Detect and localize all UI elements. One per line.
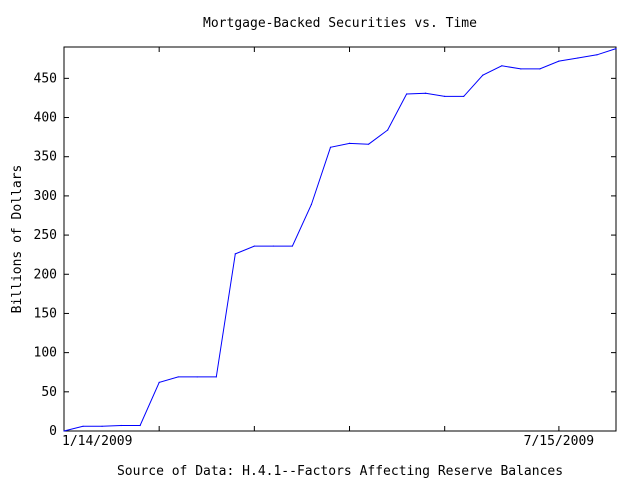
data-point [463, 95, 465, 97]
y-tick-label: 0 [49, 424, 57, 439]
data-point [82, 425, 84, 427]
data-point [120, 424, 122, 427]
data-point [520, 68, 522, 70]
y-axis-label: Billions of Dollars [10, 165, 25, 314]
y-axis: 0 50 100 150 200 250 300 350 400 450 [34, 71, 616, 439]
data-point [139, 424, 141, 427]
data-point [406, 93, 408, 95]
data-point [425, 92, 427, 94]
plot-frame [63, 46, 617, 432]
data-point [196, 376, 198, 378]
data-point [253, 245, 255, 247]
data-point [501, 65, 503, 67]
x-axis: 1/14/2009 7/15/2009 [62, 47, 594, 449]
y-tick-label: 250 [34, 228, 57, 243]
data-point [577, 57, 579, 59]
data-point [234, 253, 236, 255]
data-point [329, 146, 332, 148]
data-point [291, 245, 294, 247]
data-point [596, 54, 598, 56]
data-point [444, 95, 446, 97]
x-tick-label: 1/14/2009 [62, 434, 132, 449]
y-tick-label: 450 [34, 71, 57, 86]
data-point [558, 60, 560, 62]
x-axis-label: Source of Data: H.4.1--Factors Affecting… [117, 464, 563, 479]
y-tick-label: 150 [34, 306, 57, 321]
y-tick-label: 50 [41, 385, 57, 400]
data-point [177, 376, 179, 378]
data-point [615, 47, 617, 50]
data-point [482, 74, 484, 76]
data-point [215, 376, 217, 378]
data-point [63, 430, 65, 432]
series-layer [63, 47, 617, 432]
x-tick-label: 7/15/2009 [524, 434, 594, 449]
data-point [386, 129, 389, 131]
y-tick-label: 300 [34, 189, 57, 204]
y-tick-label: 200 [34, 267, 57, 282]
data-point [158, 381, 160, 384]
series-line [63, 48, 617, 432]
data-point [348, 142, 351, 144]
data-point [310, 203, 313, 206]
data-point [101, 425, 103, 427]
chart-title: Mortgage-Backed Securities vs. Time [203, 16, 477, 31]
data-point [367, 143, 370, 145]
data-point [272, 245, 274, 247]
y-tick-label: 350 [34, 150, 57, 165]
data-point [539, 68, 541, 70]
y-tick-label: 400 [34, 111, 57, 126]
y-tick-label: 100 [34, 346, 57, 361]
